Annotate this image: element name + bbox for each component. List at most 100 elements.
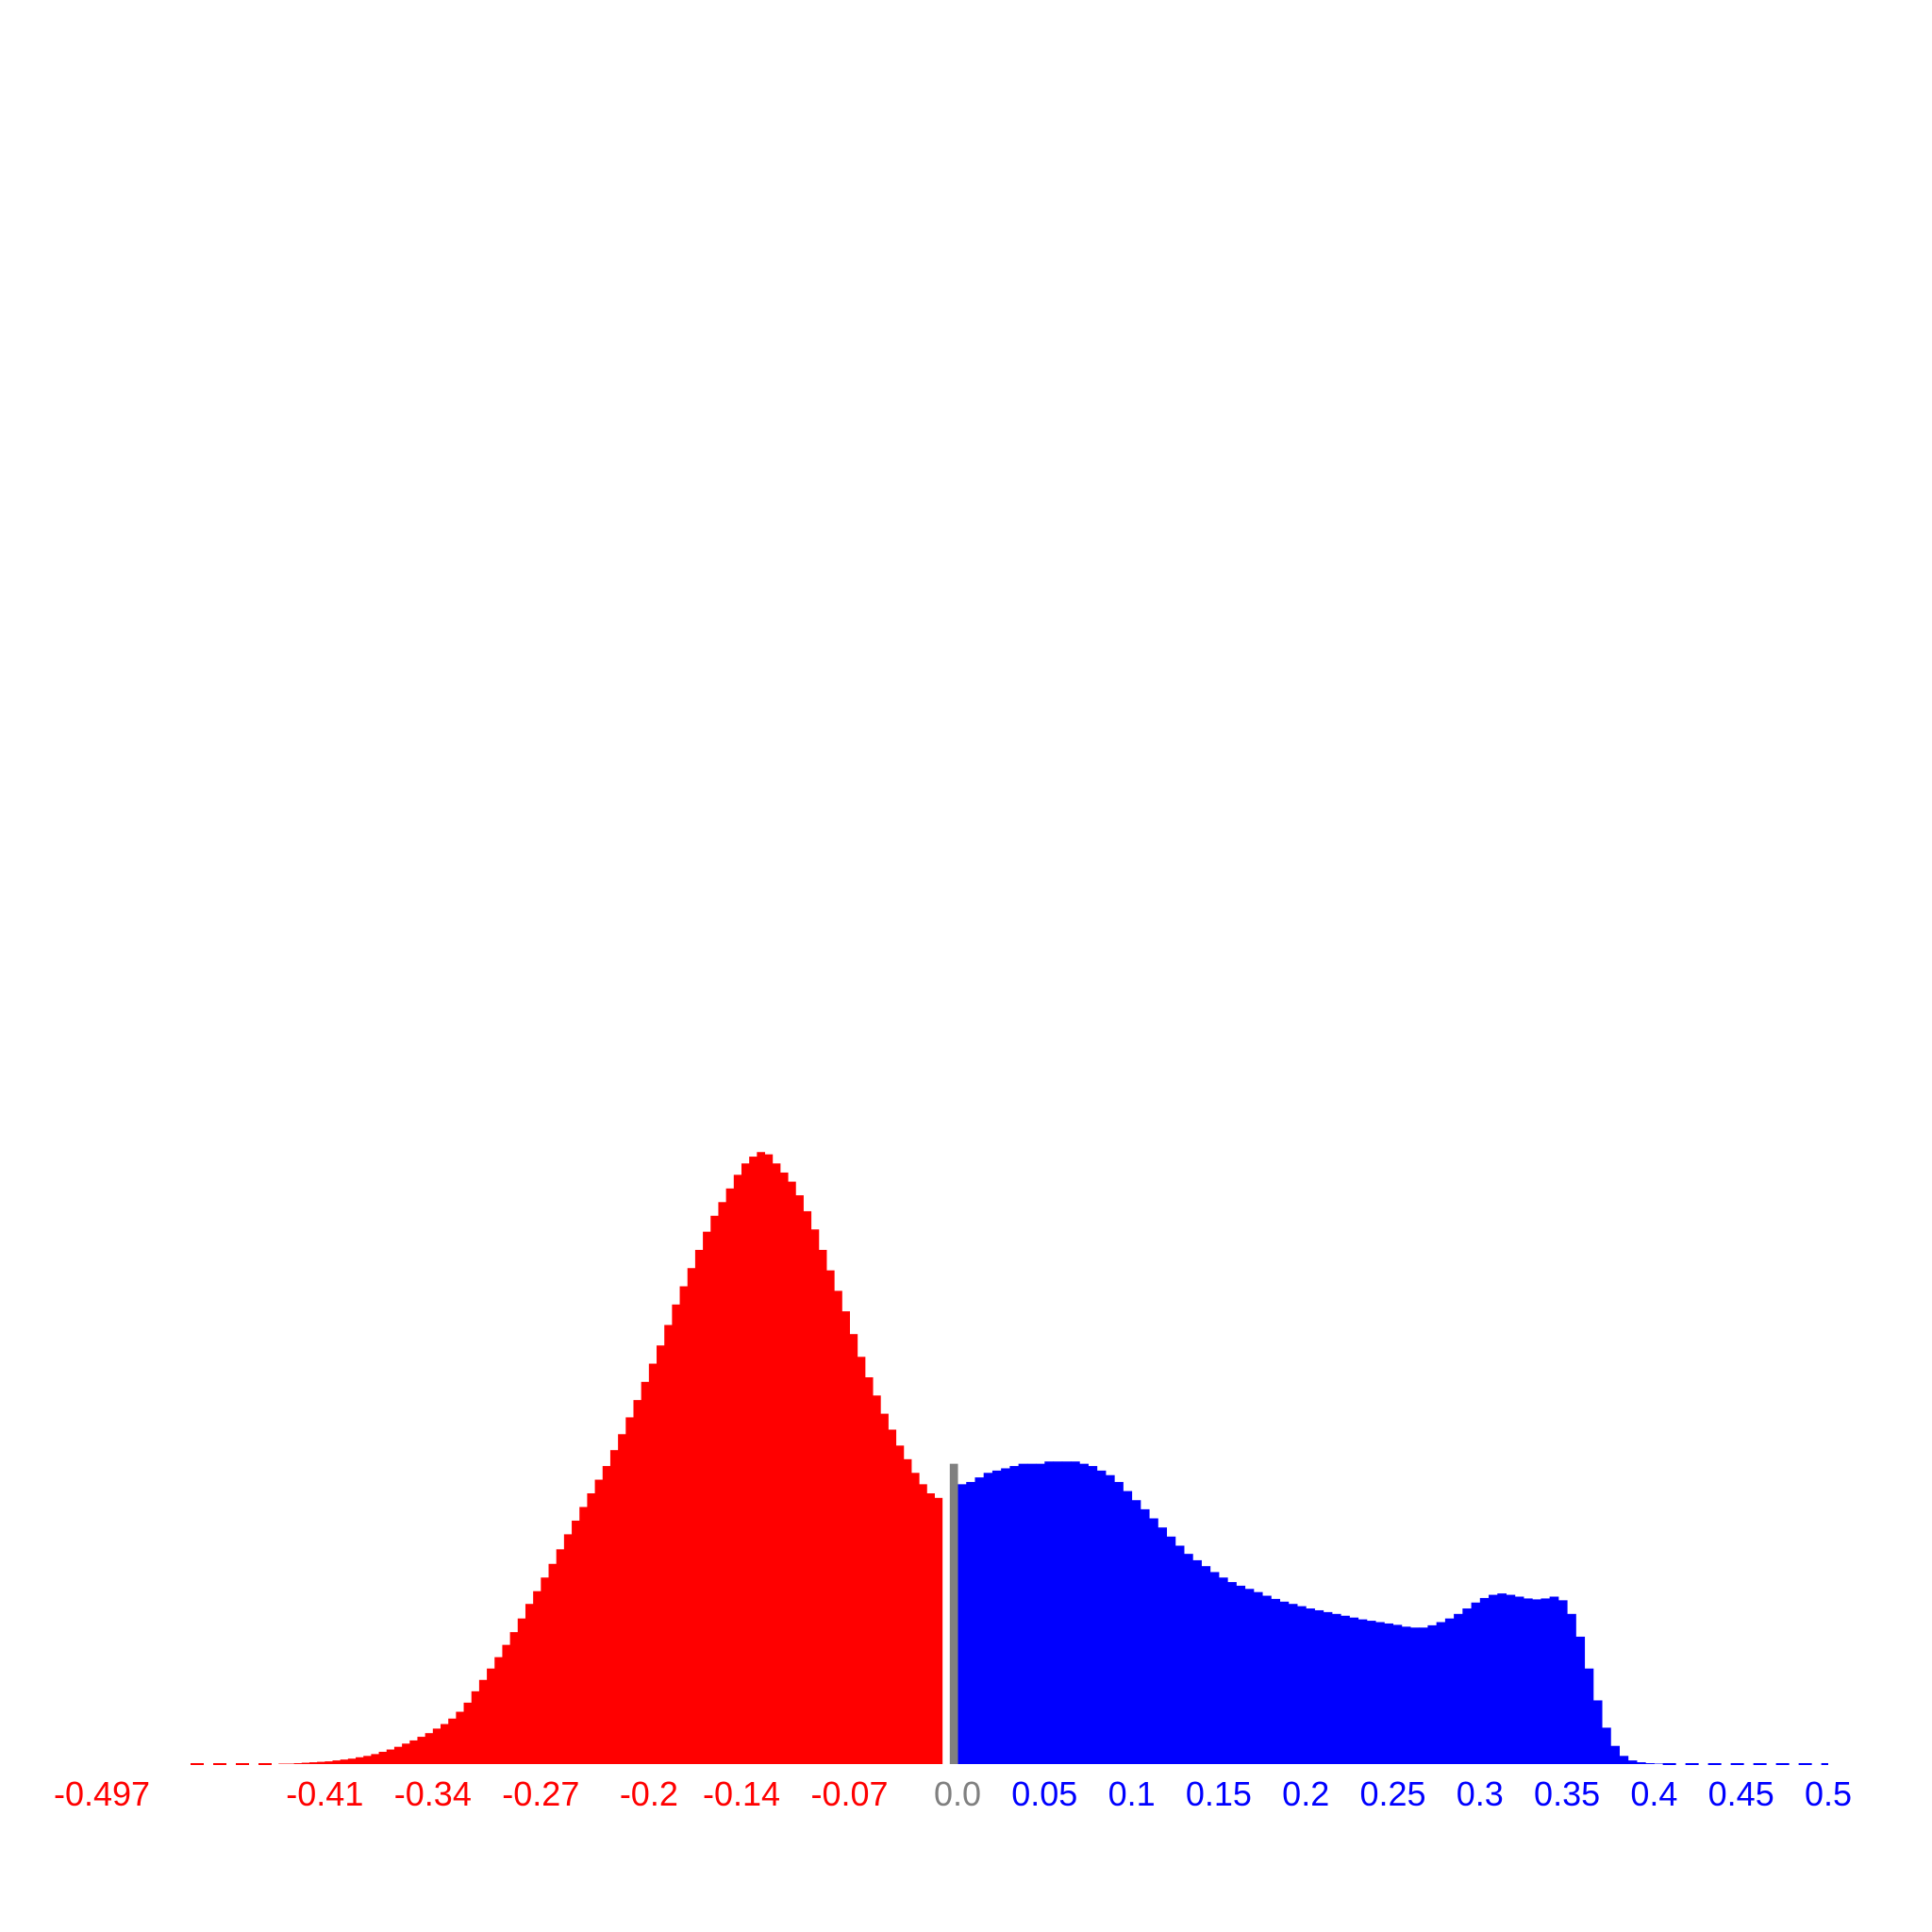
x-tick-label: -0.497 <box>54 1774 150 1813</box>
histogram-bar-positive-16 <box>1096 1470 1107 1764</box>
histogram-bar-positive-17 <box>1105 1474 1115 1764</box>
histogram-bar-negative-13 <box>378 1751 388 1764</box>
histogram-bar-positive-14 <box>1079 1463 1089 1764</box>
histogram-bar-positive-32 <box>1236 1585 1246 1764</box>
histogram-bar-negative-25 <box>471 1690 480 1764</box>
histogram-bar-positive-4 <box>991 1470 1002 1764</box>
histogram-bar-positive-51 <box>1401 1626 1411 1764</box>
histogram-bar-negative-31 <box>517 1618 526 1764</box>
histogram-bar-negative-40 <box>587 1493 596 1764</box>
histogram-bar-negative-32 <box>525 1604 534 1764</box>
histogram-bar-negative-50 <box>664 1324 673 1764</box>
x-tick-label: -0.41 <box>286 1774 363 1813</box>
histogram-bar-negative-6 <box>325 1761 333 1764</box>
x-tick-label: -0.34 <box>394 1774 472 1813</box>
histogram-bar-negative-16 <box>402 1743 410 1764</box>
histogram-bar-negative-37 <box>563 1534 573 1764</box>
histogram-bar-positive-43 <box>1331 1613 1341 1764</box>
histogram-bar-positive-45 <box>1349 1617 1359 1764</box>
x-tick-label: 0.15 <box>1186 1774 1252 1813</box>
histogram-bar-positive-63 <box>1506 1594 1516 1764</box>
histogram-bar-positive-77 <box>1627 1760 1638 1764</box>
histogram-bar-positive-70 <box>1567 1613 1576 1764</box>
histogram-bar-negative-42 <box>602 1466 611 1764</box>
histogram-bar-negative-55 <box>703 1231 711 1764</box>
histogram-bar-negative-52 <box>679 1286 689 1764</box>
x-tick-label: 0.35 <box>1534 1774 1600 1813</box>
histogram-bar-negative-79 <box>888 1429 897 1764</box>
histogram-bar-positive-35 <box>1262 1595 1272 1764</box>
histogram-bar-positive-25 <box>1174 1545 1185 1764</box>
histogram-bar-negative-43 <box>609 1450 619 1764</box>
histogram-bar-negative-14 <box>386 1749 395 1764</box>
x-tick-label: 0.2 <box>1282 1774 1329 1813</box>
x-tick-label: -0.27 <box>502 1774 579 1813</box>
histogram-bar-negative-28 <box>494 1657 503 1764</box>
histogram-bar-positive-79 <box>1645 1763 1655 1764</box>
histogram-bar-negative-7 <box>332 1760 341 1764</box>
histogram-bar-positive-37 <box>1279 1601 1290 1764</box>
histogram-bar-positive-55 <box>1436 1622 1446 1764</box>
histogram-bar-positive-15 <box>1088 1466 1098 1764</box>
histogram-bar-positive-47 <box>1366 1621 1376 1764</box>
histogram-bar-negative-54 <box>694 1249 704 1764</box>
histogram-bar-positive-23 <box>1158 1527 1168 1764</box>
histogram-bar-positive-7 <box>1018 1463 1028 1764</box>
histogram-bar-negative-70 <box>818 1249 827 1764</box>
histogram-bar-positive-21 <box>1140 1508 1150 1764</box>
histogram-bar-negative-41 <box>594 1479 604 1764</box>
histogram-bar-negative-66 <box>788 1181 796 1764</box>
histogram-bar-positive-46 <box>1357 1619 1368 1764</box>
histogram-bar-positive-24 <box>1166 1536 1176 1764</box>
histogram-bar-negative-26 <box>478 1679 488 1764</box>
histogram-bar-positive-40 <box>1306 1608 1315 1764</box>
histogram-bar-positive-2 <box>974 1477 985 1764</box>
histogram-bar-negative-58 <box>725 1188 735 1764</box>
histogram-bar-positive-74 <box>1602 1727 1611 1764</box>
histogram-bar-positive-0 <box>958 1484 967 1764</box>
histogram-bar-negative-34 <box>541 1577 550 1764</box>
histogram-bar-positive-31 <box>1227 1582 1237 1764</box>
histogram-bar-positive-30 <box>1218 1577 1228 1764</box>
histogram-bar-positive-65 <box>1523 1598 1533 1764</box>
histogram-bar-positive-11 <box>1053 1461 1063 1764</box>
histogram-bar-positive-28 <box>1201 1566 1211 1764</box>
x-tick-label: 0.45 <box>1708 1774 1774 1813</box>
histogram-bar-negative-61 <box>749 1157 758 1764</box>
histogram-bar-negative-24 <box>463 1702 473 1764</box>
histogram-bar-negative-71 <box>825 1270 835 1764</box>
histogram-bar-positive-19 <box>1123 1491 1133 1764</box>
histogram-bar-negative-29 <box>502 1644 511 1764</box>
histogram-bar-positive-60 <box>1479 1597 1490 1764</box>
histogram-bar-positive-29 <box>1209 1572 1220 1764</box>
histogram-bar-negative-65 <box>779 1172 789 1764</box>
histogram-bar-positive-34 <box>1253 1591 1263 1764</box>
histogram-bar-positive-76 <box>1619 1756 1629 1764</box>
histogram-bar-negative-10 <box>356 1757 364 1764</box>
x-tick-label: -0.2 <box>620 1774 678 1813</box>
histogram-bar-negative-78 <box>880 1413 889 1764</box>
histogram-bar-negative-82 <box>910 1473 920 1764</box>
histogram-bar-negative-15 <box>393 1746 403 1764</box>
histogram-bar-positive-39 <box>1296 1606 1307 1764</box>
histogram-bar-negative-33 <box>533 1591 541 1764</box>
histogram-bar-positive-18 <box>1114 1481 1124 1764</box>
histogram-bar-negative-74 <box>849 1334 858 1764</box>
x-tick-label: 0.0 <box>934 1774 981 1813</box>
x-axis-tick-labels: -0.497 -0.41 -0.34 -0.27 -0.2 -0.14 -0.07 0.0 0.… <box>54 1774 1852 1813</box>
histogram-bar-negative-46 <box>633 1400 642 1764</box>
x-tick-label: -0.14 <box>703 1774 780 1813</box>
histogram-bar-positive-69 <box>1557 1600 1568 1764</box>
histogram-bar-positive-10 <box>1044 1461 1055 1764</box>
histogram-bar-negative-19 <box>425 1733 434 1764</box>
histogram-bar-negative-47 <box>641 1381 650 1764</box>
histogram-bar-positive-75 <box>1610 1745 1620 1764</box>
histogram-bar-negative-20 <box>432 1728 441 1764</box>
x-tick-label: 0.1 <box>1108 1774 1156 1813</box>
histogram-bar-negative-39 <box>579 1507 588 1764</box>
histogram-bar-positive-50 <box>1392 1624 1403 1764</box>
histogram-bar-negative-12 <box>371 1754 380 1764</box>
histogram-bar-positive-1 <box>966 1481 975 1764</box>
histogram-bar-positive-20 <box>1131 1500 1141 1764</box>
